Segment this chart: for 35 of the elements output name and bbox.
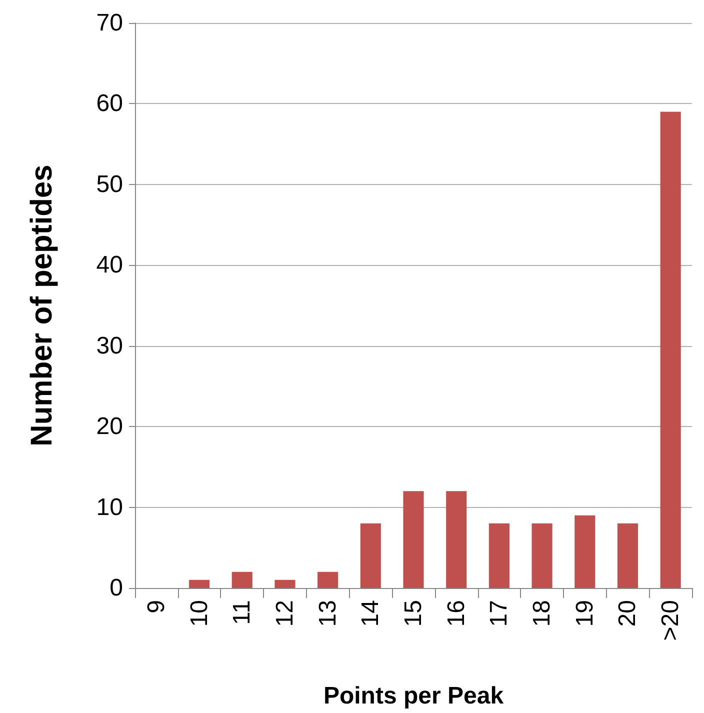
bar xyxy=(532,523,552,588)
bar xyxy=(274,580,296,588)
bar xyxy=(403,491,424,588)
x-tick-label: 10 xyxy=(186,600,213,627)
x-tick-label: 17 xyxy=(486,600,513,627)
y-tick-label: 0 xyxy=(110,574,123,602)
bar xyxy=(232,572,252,588)
y-tick-label: 40 xyxy=(96,252,123,279)
y-tick-label: 10 xyxy=(96,494,123,521)
y-tick-label: 70 xyxy=(96,10,123,36)
x-tick-label: 11 xyxy=(228,600,256,625)
x-tick-label: 14 xyxy=(357,600,384,627)
bar xyxy=(360,523,381,588)
x-tick-label: 16 xyxy=(442,600,470,627)
bar xyxy=(318,572,338,588)
bar xyxy=(617,523,638,588)
bar xyxy=(488,523,510,588)
bar xyxy=(188,580,210,588)
x-tick-label: 18 xyxy=(528,600,556,627)
y-axis-title: Number of peptides xyxy=(26,164,58,446)
x-tick-label: 9 xyxy=(142,600,170,614)
x-tick-label: 12 xyxy=(271,600,298,627)
x-tick-label: >20 xyxy=(657,600,684,641)
y-tick-label: 60 xyxy=(96,90,123,118)
x-axis-title: Points per Peak xyxy=(323,682,504,710)
x-tick-label: 19 xyxy=(571,600,598,627)
bar xyxy=(574,515,596,588)
x-tick-label: 13 xyxy=(314,600,342,627)
x-tick-label: 20 xyxy=(614,600,642,627)
bar xyxy=(660,112,681,588)
x-tick-label: 15 xyxy=(400,600,427,627)
y-tick-label: 50 xyxy=(96,170,123,198)
bar xyxy=(446,491,467,588)
y-tick-label: 20 xyxy=(96,413,123,440)
y-tick-label: 30 xyxy=(96,332,123,360)
